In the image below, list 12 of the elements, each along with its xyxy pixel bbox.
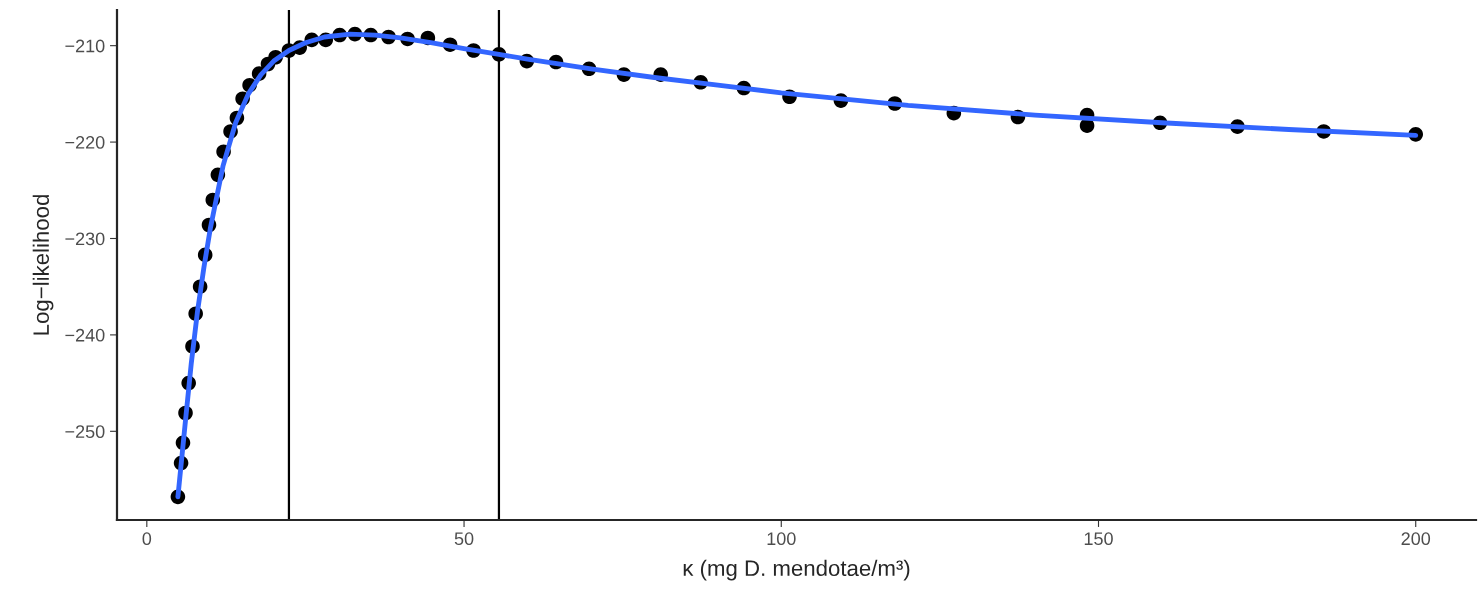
y-tick-label: −210 — [65, 39, 105, 53]
y-tick-label: −250 — [65, 425, 105, 439]
y-axis-title: Log−likelihood — [32, 195, 54, 335]
x-axis-title: κ (mg D. mendotae/m³) — [683, 559, 910, 581]
x-tick-label: 150 — [1084, 532, 1113, 546]
y-tick-label: −230 — [65, 232, 105, 246]
y-tick-label: −220 — [65, 136, 105, 149]
y-tick-label: −240 — [65, 328, 105, 342]
x-tick-label: 0 — [142, 532, 152, 546]
x-tick-label: 200 — [1401, 532, 1431, 546]
x-tick-label: 50 — [454, 532, 474, 546]
x-tick-label: 100 — [767, 532, 796, 546]
